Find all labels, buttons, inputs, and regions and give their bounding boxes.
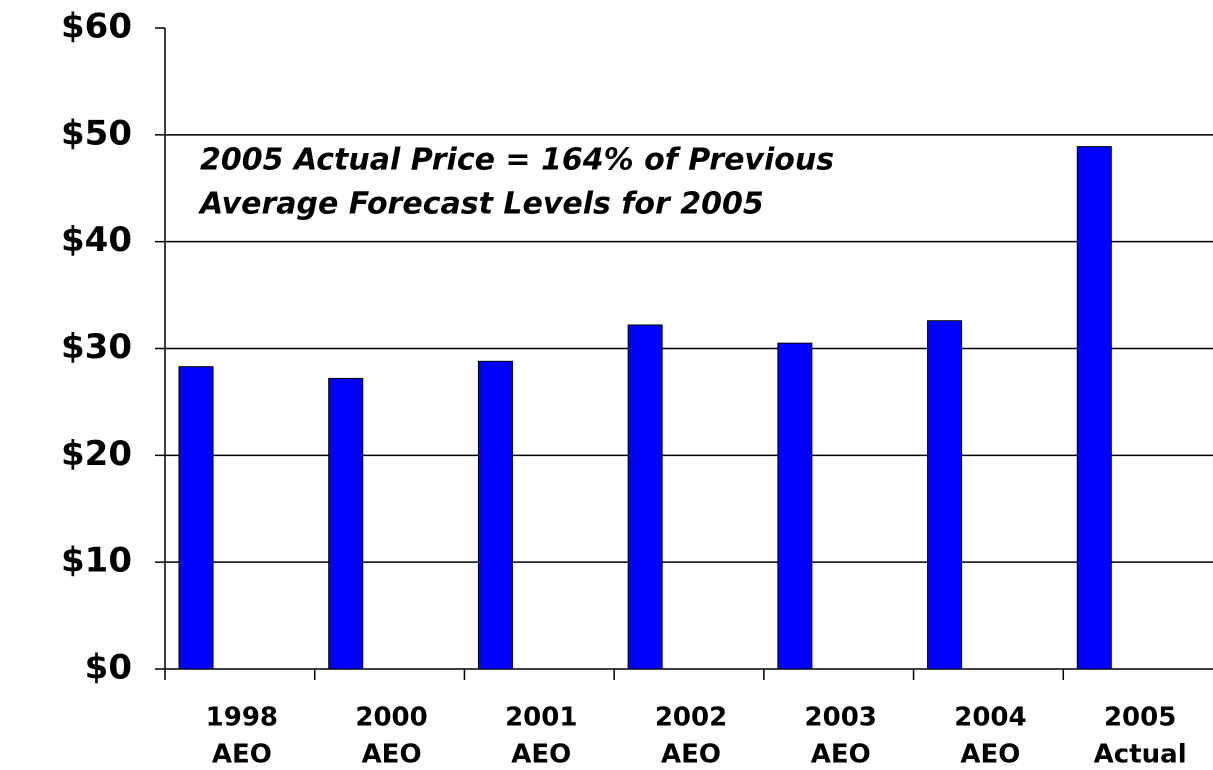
- bar: [777, 342, 813, 670]
- bar: [477, 360, 513, 670]
- y-tick-label: $40: [61, 220, 132, 260]
- x-tick-label: AEO: [811, 740, 871, 770]
- x-tick-label: AEO: [362, 740, 422, 770]
- x-tick-label: AEO: [511, 740, 571, 770]
- y-tick-label: $20: [61, 434, 132, 474]
- x-tick-label: 2002: [655, 703, 727, 733]
- x-tick-label: 2003: [805, 703, 877, 733]
- y-tick-label: $0: [85, 648, 132, 688]
- annotation: 2005 Actual Price = 164% of Previous: [200, 143, 834, 178]
- y-tick-label: $50: [61, 113, 132, 153]
- annotation: Average Forecast Levels for 2005: [198, 187, 764, 222]
- bar: [1076, 146, 1112, 670]
- bar: [627, 324, 663, 670]
- x-tick-label: 1998: [206, 703, 278, 733]
- y-tick-label: $30: [61, 327, 132, 367]
- x-tick-label: AEO: [661, 740, 721, 770]
- x-tick-label: 2001: [505, 703, 577, 733]
- x-tick-label: 2000: [355, 703, 427, 733]
- x-tick-label: AEO: [212, 740, 272, 770]
- y-tick-label: $60: [61, 7, 132, 47]
- x-tick-label: AEO: [960, 740, 1020, 770]
- bar: [328, 377, 364, 670]
- y-tick-label: $10: [61, 541, 132, 581]
- bar: [178, 366, 214, 670]
- bar: [927, 320, 963, 670]
- x-tick-label: Actual: [1094, 740, 1187, 770]
- x-tick-label: 2004: [954, 703, 1026, 733]
- x-tick-label: 2005: [1104, 703, 1176, 733]
